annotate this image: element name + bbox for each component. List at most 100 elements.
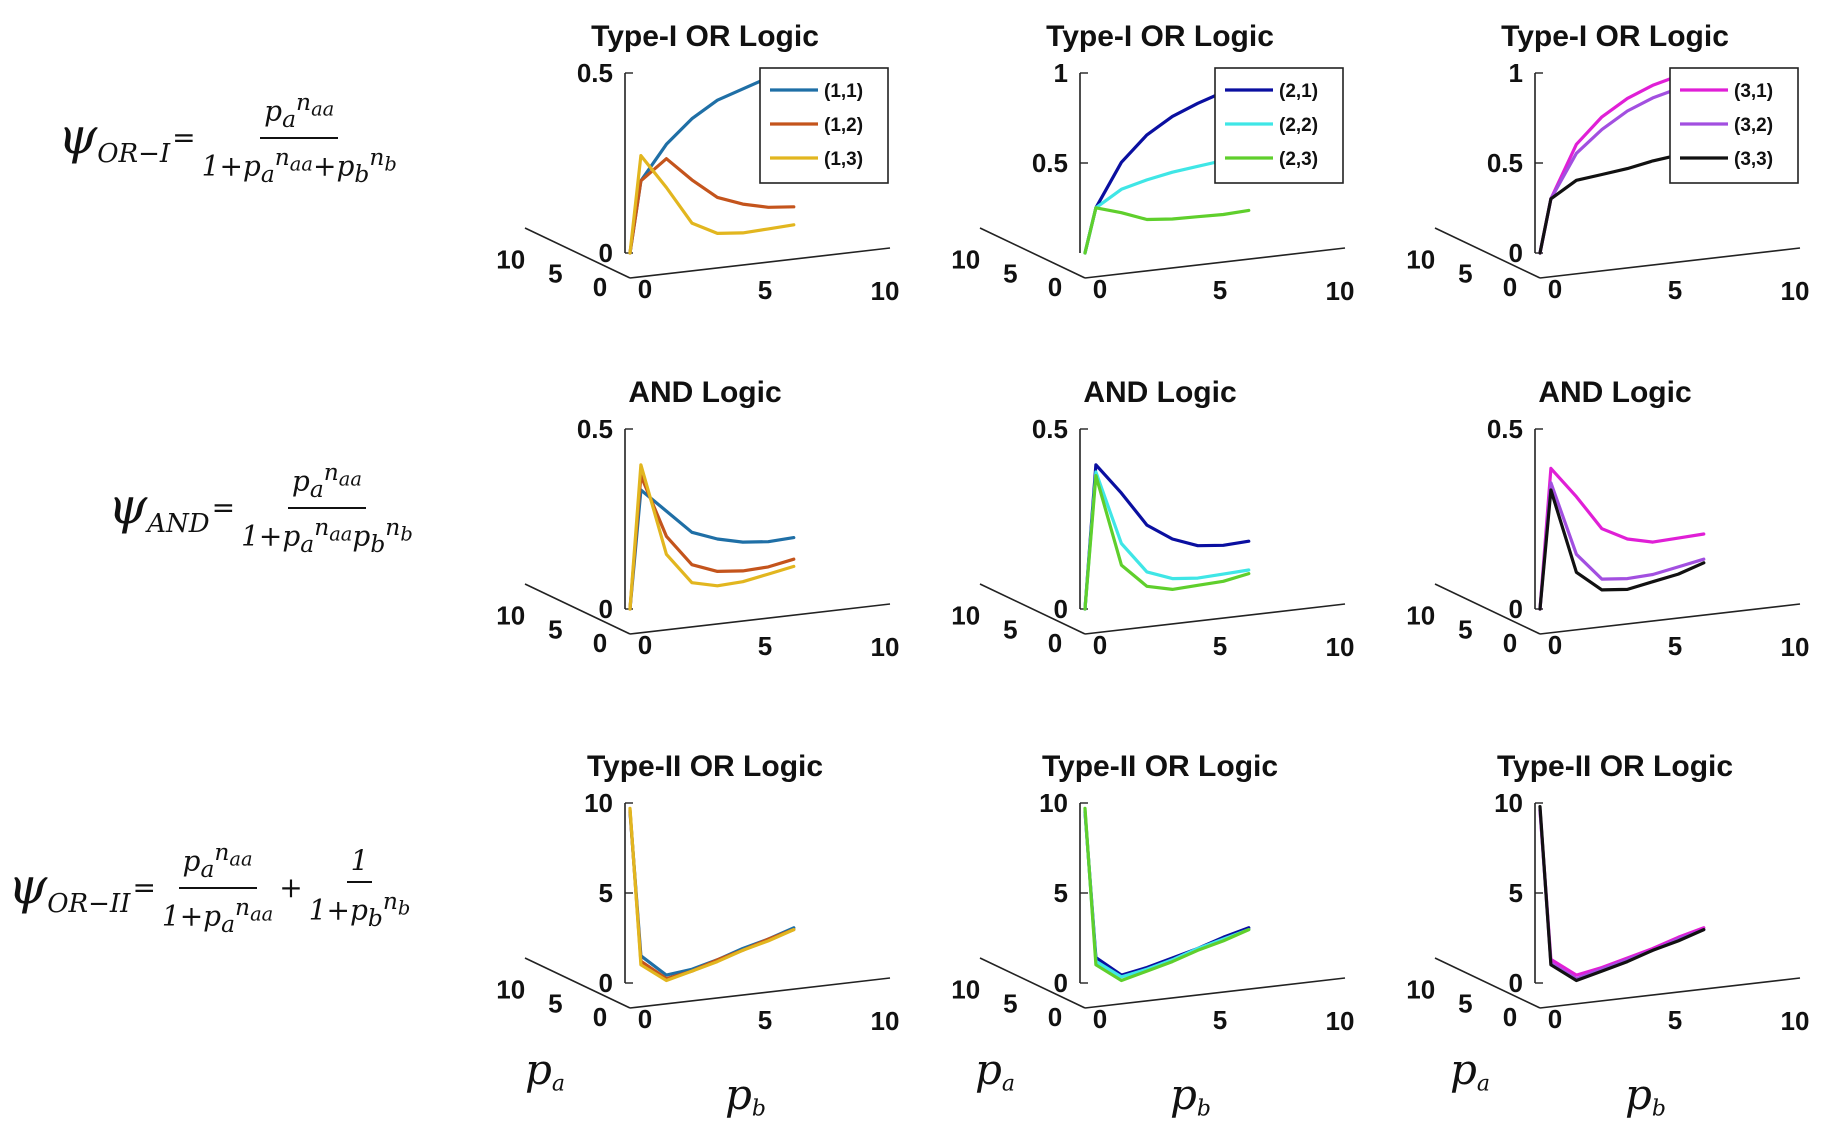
x-tick-label: 10 [1781, 276, 1810, 306]
y-tick-label: 10 [951, 975, 980, 1005]
series-line-12 [628, 157, 796, 255]
y-tick-label: 0 [593, 628, 607, 658]
x-tick-label: 5 [1213, 275, 1227, 305]
z-tick-label: 1 [1054, 58, 1068, 88]
pa-axis-label-3: pa [1450, 1045, 1491, 1097]
panel-title: AND Logic [1538, 376, 1691, 409]
y-tick-label: 5 [1458, 614, 1472, 644]
x-tick-label: 10 [871, 632, 900, 662]
eq-or-ii-denominator-1: 1+panaa [161, 892, 274, 938]
series-line-22 [1083, 808, 1251, 979]
series-line-23 [1083, 806, 1251, 983]
eq-and-equals: = [211, 491, 236, 525]
y-axis-line [1434, 583, 1541, 635]
panel-title: Type-I OR Logic [1046, 20, 1274, 53]
eq-or-i-denominator: 1+panaa+pbnb [201, 142, 397, 188]
z-tick-label: 5 [1509, 878, 1523, 908]
eq-or-ii-fraction-2: 1 1+pbnb [305, 844, 415, 932]
z-tick-label: 0 [599, 968, 613, 998]
series-line-31 [1538, 808, 1706, 977]
panel-title: Type-I OR Logic [1501, 20, 1729, 53]
x-axis-line [1084, 603, 1346, 635]
series-line-21 [1083, 463, 1251, 611]
eq-or-i-fraction: panaa 1+panaa+pbnb [198, 88, 401, 188]
eq-or-ii-fraction-1: panaa 1+panaa [158, 838, 277, 938]
series-line-13 [628, 806, 796, 983]
y-tick-label: 5 [1003, 614, 1017, 644]
pb-axis-label-2: pb [1170, 1070, 1211, 1122]
pb-axis-label-3: pb [1625, 1070, 1666, 1122]
equation-and: ψAND = panaa 1+panaapbnb [108, 458, 417, 558]
legend-label: (1,3) [824, 149, 863, 170]
eq-and-fraction: panaa 1+panaapbnb [237, 458, 417, 558]
x-tick-label: 5 [758, 1005, 772, 1035]
z-tick-label: 1 [1509, 58, 1523, 88]
equation-or-ii: ψOR−II = panaa 1+panaa + 1 1+pbnb [8, 838, 414, 938]
x-tick-label: 10 [1781, 1006, 1810, 1036]
z-tick-label: 0 [599, 594, 613, 624]
legend-label: (3,3) [1734, 149, 1773, 170]
z-tick-label: 0 [1509, 594, 1523, 624]
y-axis-line [524, 583, 631, 635]
y-axis-line [524, 227, 631, 279]
y-tick-label: 5 [1003, 988, 1017, 1018]
y-tick-label: 10 [496, 601, 525, 631]
y-axis-line [979, 227, 1086, 279]
y-tick-label: 5 [548, 614, 562, 644]
z-tick-label: 10 [1494, 788, 1523, 818]
x-tick-label: 0 [1093, 630, 1107, 660]
panel-title: Type-II OR Logic [1042, 750, 1278, 783]
x-tick-label: 0 [1093, 1004, 1107, 1034]
x-tick-label: 5 [758, 631, 772, 661]
x-tick-label: 0 [638, 274, 652, 304]
z-tick-label: 0 [1509, 238, 1523, 268]
equation-or-i: ψOR−I = panaa 1+panaa+pbnb [58, 88, 401, 188]
legend-label: (3,2) [1734, 115, 1773, 136]
x-tick-label: 10 [871, 276, 900, 306]
y-tick-label: 0 [1503, 628, 1517, 658]
panel-title: AND Logic [1083, 376, 1236, 409]
eq-and-sub: AND [147, 508, 210, 539]
legend-label: (2,2) [1279, 115, 1318, 136]
eq-or-ii-equals: = [132, 871, 156, 905]
eq-or-ii-numerator-2: 1 [346, 844, 373, 883]
pa-axis-label-1: pa [525, 1045, 566, 1097]
x-tick-label: 0 [1548, 274, 1562, 304]
legend-label: (2,3) [1279, 149, 1318, 170]
y-tick-label: 5 [548, 258, 562, 288]
panel-title: Type-II OR Logic [587, 750, 823, 783]
x-tick-label: 5 [1668, 1005, 1682, 1035]
series-line-33 [1538, 805, 1706, 983]
panel-title: Type-I OR Logic [591, 20, 819, 53]
x-axis-line [1084, 247, 1346, 279]
y-tick-label: 0 [1048, 628, 1062, 658]
y-tick-label: 5 [1003, 258, 1017, 288]
x-axis-line [629, 603, 891, 635]
y-tick-label: 0 [593, 1002, 607, 1032]
x-tick-label: 0 [638, 1004, 652, 1034]
x-tick-label: 10 [1781, 632, 1810, 662]
eq-or-ii-denominator-2: 1+pbnb [308, 886, 411, 932]
z-tick-label: 10 [1039, 788, 1068, 818]
series-line-13 [628, 463, 796, 611]
x-tick-label: 10 [1326, 632, 1355, 662]
z-tick-label: 0 [1054, 594, 1068, 624]
x-tick-label: 0 [1548, 630, 1562, 660]
z-tick-label: 0 [1509, 968, 1523, 998]
z-tick-label: 5 [599, 878, 613, 908]
eq-or-i-sub: OR−I [97, 138, 171, 169]
legend-label: (1,1) [824, 81, 863, 102]
series-line-32 [1538, 481, 1706, 611]
y-tick-label: 0 [593, 272, 607, 302]
legend-box [759, 67, 889, 184]
eq-or-ii-numerator-1: panaa [178, 838, 257, 889]
y-axis-line [1434, 957, 1541, 1009]
y-tick-label: 5 [548, 988, 562, 1018]
x-tick-label: 10 [1326, 1006, 1355, 1036]
x-axis-line [1539, 603, 1801, 635]
x-tick-label: 5 [1213, 631, 1227, 661]
z-tick-label: 0.5 [577, 58, 613, 88]
x-tick-label: 5 [758, 275, 772, 305]
y-tick-label: 0 [1503, 272, 1517, 302]
series-line-13 [628, 154, 796, 255]
